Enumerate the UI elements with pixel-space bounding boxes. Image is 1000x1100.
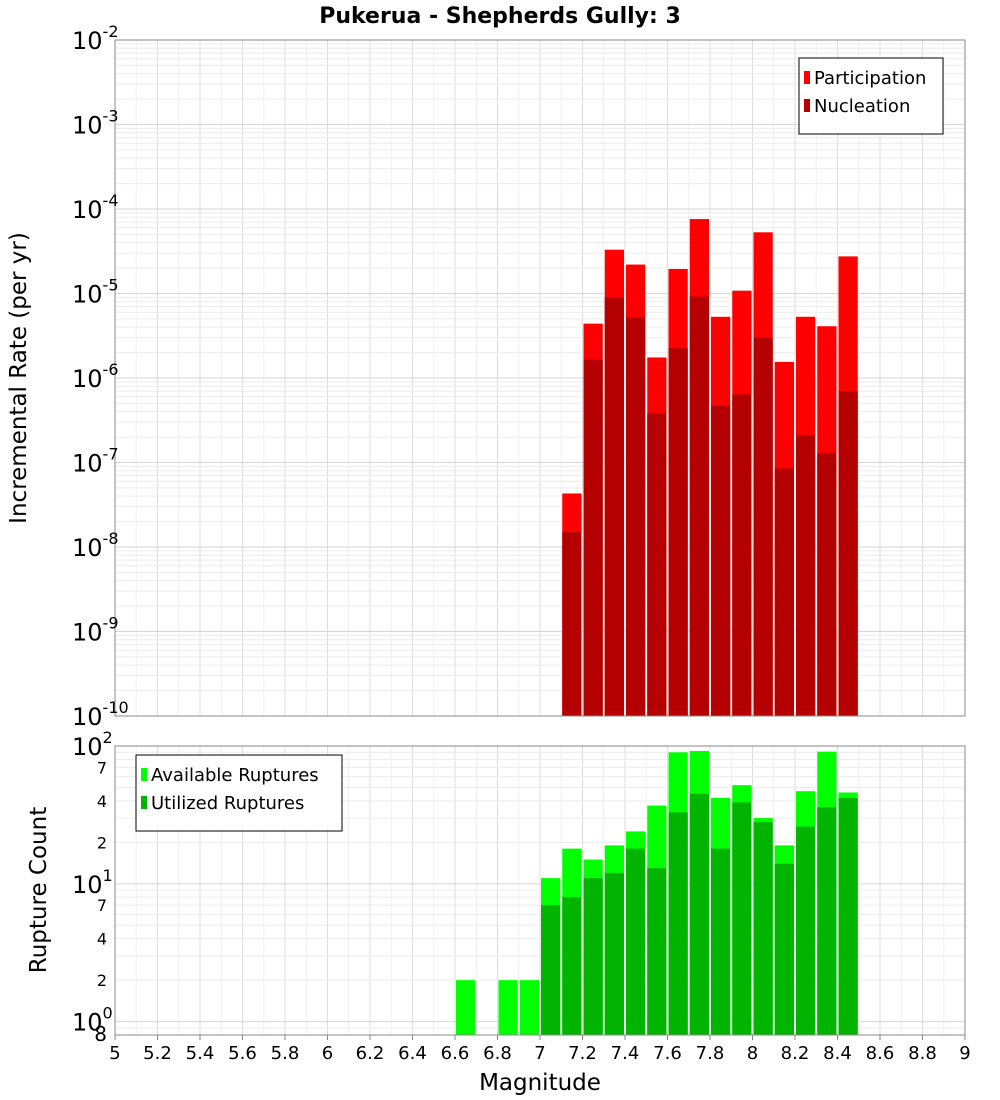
x-tick-label: 9 bbox=[959, 1043, 970, 1064]
x-tick-label: 8.8 bbox=[908, 1043, 937, 1064]
bottom-bar-available-ruptures bbox=[519, 980, 539, 1035]
top-bar-nucleation bbox=[583, 359, 603, 716]
bottom-y-tick-label: 102 bbox=[72, 728, 113, 761]
top-y-tick-label: 10-3 bbox=[72, 107, 119, 140]
x-tick-label: 7.8 bbox=[696, 1043, 725, 1064]
top-y-tick-label: 10-10 bbox=[72, 698, 129, 731]
bottom-bar-utilized-ruptures bbox=[774, 863, 794, 1035]
top-y-tick-label: 10-5 bbox=[72, 276, 119, 309]
bottom-legend-label: Available Ruptures bbox=[151, 765, 319, 786]
x-axis-label: Magnitude bbox=[479, 1070, 601, 1096]
top-bar-nucleation bbox=[838, 391, 858, 716]
top-bar-nucleation bbox=[732, 394, 752, 716]
x-tick-label: 5 bbox=[109, 1043, 120, 1064]
top-legend bbox=[798, 57, 944, 135]
top-legend-label: Nucleation bbox=[814, 96, 910, 117]
x-tick-label: 7.6 bbox=[653, 1043, 682, 1064]
x-tick-label: 5.8 bbox=[271, 1043, 300, 1064]
x-tick-label: 8 bbox=[747, 1043, 758, 1064]
x-tick-label: 7 bbox=[534, 1043, 545, 1064]
top-bar-nucleation bbox=[604, 297, 624, 716]
bottom-bar-utilized-ruptures bbox=[753, 822, 773, 1035]
x-tick-label: 6.4 bbox=[398, 1043, 427, 1064]
top-y-axis-label: Incremental Rate (per yr) bbox=[6, 232, 32, 524]
bottom-y-axis-label: Rupture Count bbox=[26, 807, 52, 973]
top-bar-nucleation bbox=[626, 317, 646, 716]
bottom-y-minor-tick-label: 4 bbox=[97, 792, 107, 811]
bottom-y-tick-label: 100 bbox=[72, 1004, 113, 1037]
top-y-tick-label: 10-8 bbox=[72, 529, 119, 562]
bottom-legend-swatch bbox=[141, 796, 147, 809]
bottom-bar-utilized-ruptures bbox=[647, 868, 667, 1035]
bottom-y-minor-tick-label: 2 bbox=[97, 833, 107, 852]
bottom-y-tick-label: 101 bbox=[72, 866, 113, 899]
top-plot: 10-2 10-3 10-4 10-5 10-6 10-7 10-8 10-9 10-10 Par… bbox=[72, 22, 966, 731]
bottom-bar-utilized-ruptures bbox=[668, 812, 688, 1035]
x-tick-label: 8.4 bbox=[823, 1043, 852, 1064]
top-bar-nucleation bbox=[796, 435, 816, 716]
bottom-bar-available-ruptures bbox=[456, 980, 476, 1035]
bottom-bar-utilized-ruptures bbox=[626, 848, 646, 1035]
top-bar-nucleation bbox=[817, 452, 837, 716]
bottom-bar-utilized-ruptures bbox=[838, 797, 858, 1035]
top-y-tick-label: 10-9 bbox=[72, 614, 119, 647]
bottom-plot: 102 101 100 7 4 2 7 4 2 8 Available Ruptures Utiliz… bbox=[72, 728, 971, 1064]
bottom-y-minor-tick-label: 8 bbox=[94, 1022, 107, 1046]
bottom-bar-utilized-ruptures bbox=[817, 807, 837, 1035]
bottom-bar-utilized-ruptures bbox=[562, 897, 582, 1035]
x-tick-label: 8.6 bbox=[866, 1043, 895, 1064]
bottom-y-minor-tick-label: 7 bbox=[97, 758, 107, 777]
top-bar-nucleation bbox=[562, 532, 582, 716]
x-tick-label: 7.4 bbox=[611, 1043, 640, 1064]
x-tick-label: 7.2 bbox=[568, 1043, 597, 1064]
chart-title: Pukerua - Shepherds Gully: 3 bbox=[319, 4, 681, 29]
top-y-tick-label: 10-4 bbox=[72, 191, 119, 224]
top-y-tick-label: 10-6 bbox=[72, 360, 119, 393]
top-legend-swatch bbox=[804, 71, 810, 84]
top-bar-nucleation bbox=[753, 337, 773, 716]
bottom-legend bbox=[135, 754, 343, 832]
top-y-tick-label: 10-2 bbox=[72, 22, 119, 55]
bottom-bar-utilized-ruptures bbox=[732, 802, 752, 1035]
x-tick-label: 6.8 bbox=[483, 1043, 512, 1064]
x-tick-label: 5.6 bbox=[228, 1043, 257, 1064]
x-tick-label: 5.4 bbox=[186, 1043, 215, 1064]
bottom-legend-label: Utilized Ruptures bbox=[151, 793, 304, 814]
bottom-bar-utilized-ruptures bbox=[541, 905, 561, 1035]
x-tick-label: 6.6 bbox=[441, 1043, 470, 1064]
x-tick-label: 6.2 bbox=[356, 1043, 385, 1064]
bottom-bar-utilized-ruptures bbox=[796, 826, 816, 1035]
bottom-bar-utilized-ruptures bbox=[689, 793, 709, 1035]
top-bar-nucleation bbox=[668, 348, 688, 716]
top-bar-nucleation bbox=[647, 413, 667, 716]
top-bar-nucleation bbox=[711, 405, 731, 716]
top-legend-swatch bbox=[804, 99, 810, 112]
bottom-bar-utilized-ruptures bbox=[604, 872, 624, 1035]
bottom-y-minor-tick-label: 4 bbox=[97, 930, 107, 949]
bottom-y-minor-tick-label: 2 bbox=[97, 971, 107, 990]
top-bar-nucleation bbox=[774, 468, 794, 716]
top-bar-nucleation bbox=[689, 296, 709, 716]
x-tick-label: 8.2 bbox=[781, 1043, 810, 1064]
top-legend-label: Participation bbox=[814, 68, 926, 89]
x-tick-label: 5.2 bbox=[143, 1043, 172, 1064]
top-frame bbox=[114, 39, 966, 717]
bottom-legend-swatch bbox=[141, 768, 147, 781]
bottom-y-minor-tick-label: 7 bbox=[97, 896, 107, 915]
x-tick-label: 6 bbox=[322, 1043, 333, 1064]
top-y-tick-label: 10-7 bbox=[72, 445, 119, 478]
bottom-bar-utilized-ruptures bbox=[583, 878, 603, 1035]
bottom-bar-utilized-ruptures bbox=[711, 848, 731, 1035]
bottom-bar-available-ruptures bbox=[498, 980, 518, 1035]
